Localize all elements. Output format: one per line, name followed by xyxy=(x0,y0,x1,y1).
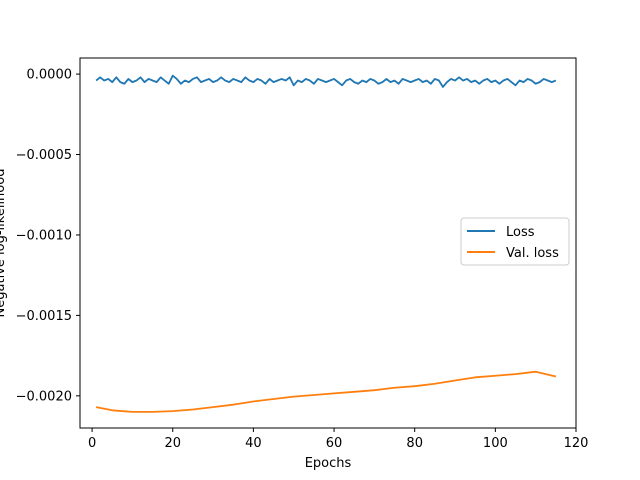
x-tick-label: 80 xyxy=(406,436,423,451)
y-tick-label: −0.0010 xyxy=(16,228,72,243)
legend-label-val-loss: Val. loss xyxy=(506,246,559,261)
legend-box xyxy=(460,217,570,266)
x-tick-label: 0 xyxy=(88,436,96,451)
x-tick-label: 20 xyxy=(164,436,181,451)
y-axis-label: Negative log-likelihood xyxy=(0,169,8,318)
x-tick-label: 100 xyxy=(483,436,508,451)
series-layer xyxy=(95,74,557,413)
series-line-val-loss xyxy=(95,370,557,413)
y-tick-label: −0.0015 xyxy=(16,309,72,324)
plot-area xyxy=(79,57,577,429)
axes-frame xyxy=(79,57,577,429)
legend: Loss Val. loss xyxy=(460,217,570,266)
y-tick-label: −0.0020 xyxy=(16,389,72,404)
y-tick-label: 0.0000 xyxy=(27,68,73,83)
y-tick-label: −0.0005 xyxy=(16,148,72,163)
x-tick-label: 60 xyxy=(326,436,343,451)
y-ticks: 0.0000 −0.0005 −0.0010 −0.0015 −0.0020 xyxy=(16,68,80,404)
x-tick-label: 40 xyxy=(245,436,262,451)
legend-label-loss: Loss xyxy=(506,225,535,240)
x-tick-label: 120 xyxy=(564,436,589,451)
series-line-loss xyxy=(95,74,557,88)
x-axis-label: Epochs xyxy=(305,456,352,471)
x-ticks: 0 20 40 60 80 100 120 xyxy=(88,428,588,451)
